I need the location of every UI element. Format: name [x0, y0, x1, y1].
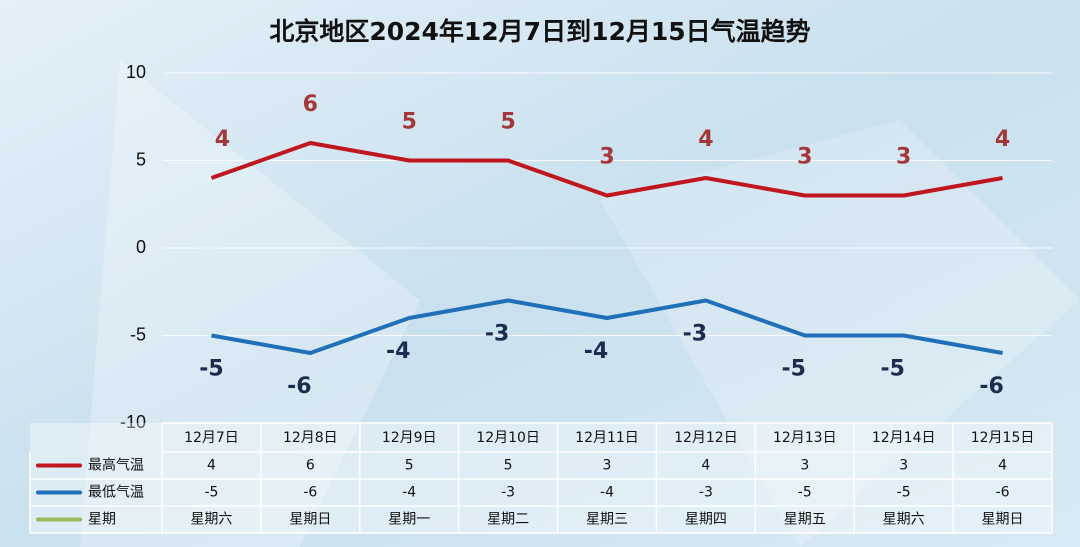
table-cell: 星期六	[883, 512, 925, 528]
y-tick-label: 0	[136, 237, 146, 257]
y-tick-label: -10	[120, 412, 146, 432]
table-cell: 星期六	[190, 512, 232, 528]
y-tick-label: 5	[136, 149, 146, 169]
table-cell: 星期四	[685, 512, 727, 528]
data-label: -4	[584, 339, 608, 364]
x-tick-label: 12月13日	[773, 430, 837, 446]
data-label: -5	[199, 357, 223, 382]
data-label: 4	[995, 127, 1010, 152]
chart-title: 北京地区2024年12月7日到12月15日气温趋势	[269, 17, 810, 46]
legend-label: 星期	[88, 512, 116, 528]
table-cell: -5	[897, 485, 911, 501]
table-cell: 4	[701, 458, 710, 474]
data-label: -6	[287, 374, 311, 399]
x-tick-label: 12月9日	[382, 430, 437, 446]
x-tick-label: 12月14日	[872, 430, 936, 446]
table-cell: 星期一	[388, 512, 430, 528]
table-background	[30, 423, 1052, 533]
data-label: -5	[880, 357, 904, 382]
table-cell: 星期五	[784, 512, 826, 528]
table-cell: 星期三	[586, 512, 628, 528]
data-label: -5	[782, 357, 806, 382]
line-series	[211, 298, 1003, 355]
table-cell: -5	[204, 485, 218, 501]
table-cell: -3	[501, 485, 515, 501]
line-series	[210, 141, 1003, 198]
table-cell: -4	[402, 485, 416, 501]
decoration	[80, 60, 420, 547]
table-cell: 5	[504, 458, 513, 474]
table-cell: -5	[798, 485, 812, 501]
table-cell: 4	[998, 458, 1007, 474]
table-cell: -6	[303, 485, 317, 501]
x-tick-label: 12月8日	[283, 430, 338, 446]
legend-label: 最低气温	[88, 485, 144, 501]
table-cell: 3	[800, 458, 809, 474]
data-label: 5	[500, 110, 515, 135]
x-tick-label: 12月7日	[184, 430, 239, 446]
x-tick-label: 12月15日	[971, 430, 1035, 446]
y-tick-label: -5	[130, 324, 146, 344]
x-tick-label: 12月12日	[674, 430, 738, 446]
data-label: -4	[386, 339, 410, 364]
data-label: 4	[698, 127, 713, 152]
table-cell: 星期日	[289, 512, 331, 528]
data-label: -6	[979, 374, 1003, 399]
table-cell: 3	[603, 458, 612, 474]
data-label: 5	[402, 110, 417, 135]
table-cell: 星期二	[487, 512, 529, 528]
data-label: 6	[303, 92, 318, 117]
table-cell: -4	[600, 485, 614, 501]
x-tick-label: 12月11日	[575, 430, 639, 446]
data-label: -3	[485, 322, 509, 347]
table-cell: 4	[207, 458, 216, 474]
data-label: 3	[797, 145, 812, 170]
table-cell: 5	[405, 458, 414, 474]
table-cell: -6	[996, 485, 1010, 501]
table-cell: 3	[899, 458, 908, 474]
data-label: 4	[215, 127, 230, 152]
y-tick-label: 10	[126, 62, 146, 82]
table-cell: -3	[699, 485, 713, 501]
x-tick-label: 12月10日	[476, 430, 540, 446]
table-cell: 6	[306, 458, 315, 474]
data-label: 3	[599, 145, 614, 170]
legend-label: 最高气温	[88, 457, 144, 474]
data-label: 3	[896, 145, 911, 170]
data-label: -3	[683, 322, 707, 347]
table-cell: 星期日	[982, 512, 1024, 528]
